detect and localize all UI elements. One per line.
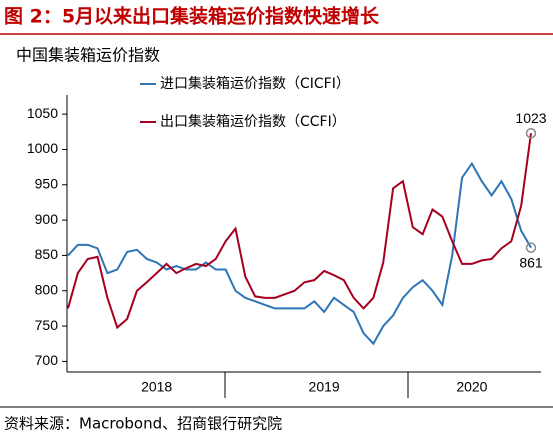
series-line: [67, 161, 532, 346]
y-tick-label: 1000: [27, 140, 58, 156]
end-marker: [525, 127, 537, 139]
chart-subtitle: 中国集装箱运价指数: [16, 46, 160, 65]
x-tick-label: 2020: [456, 379, 487, 395]
y-tick-label: 900: [35, 211, 59, 227]
series-line: [67, 133, 532, 330]
y-tick-label: 950: [35, 175, 59, 191]
y-tick-label: 700: [35, 352, 59, 368]
legend-label: 进口集装箱运价指数（CICFI）: [160, 75, 350, 92]
chart-title: 图 2：5月以来出口集装箱运价指数快速增长: [4, 5, 380, 28]
end-label: 861: [519, 254, 543, 270]
end-marker: [525, 242, 537, 253]
x-tick-label: 2019: [309, 379, 340, 395]
y-tick-label: 750: [35, 317, 59, 333]
y-tick-label: 850: [35, 246, 59, 262]
end-label: 1023: [515, 110, 546, 126]
x-tick-label: 2018: [141, 379, 172, 395]
source: 资料来源：Macrobond、招商银行研究院: [4, 415, 282, 433]
legend-label: 出口集装箱运价指数（CCFI）: [160, 113, 346, 130]
y-tick-label: 800: [35, 281, 59, 297]
y-tick-label: 1050: [27, 105, 58, 121]
